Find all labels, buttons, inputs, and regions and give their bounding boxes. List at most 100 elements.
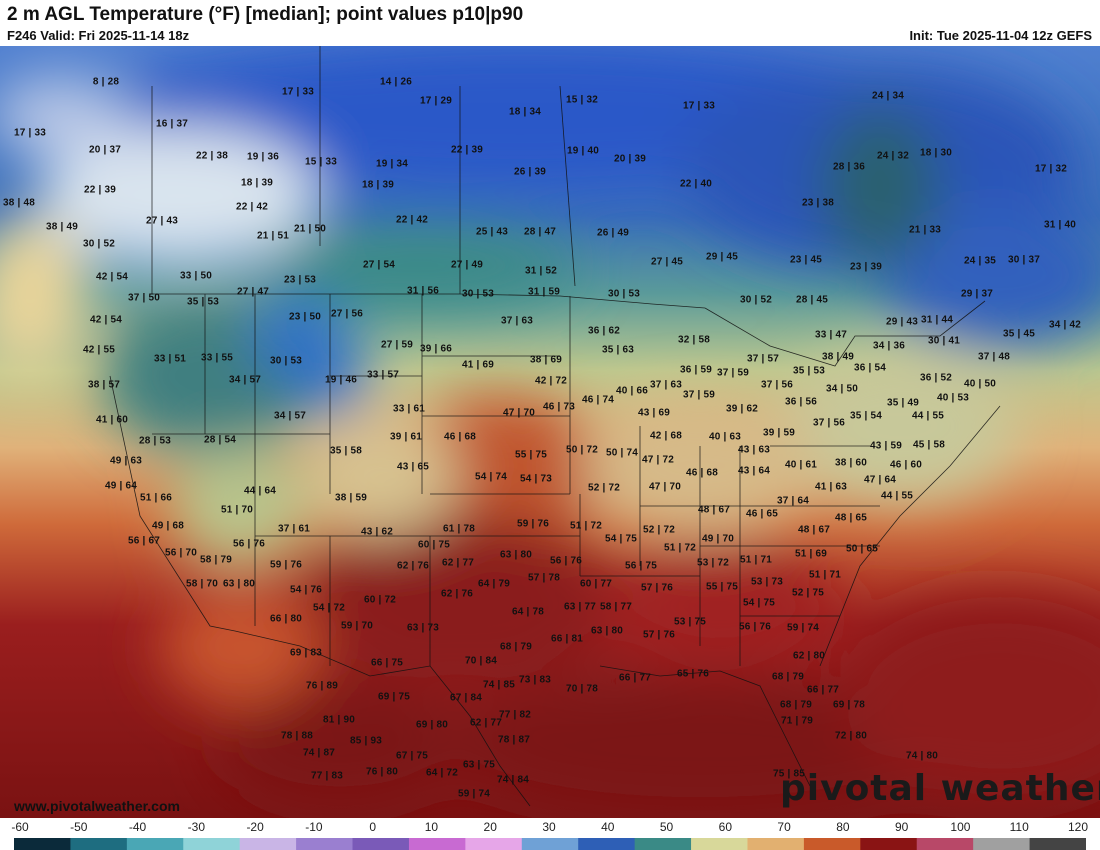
point-value-label: 68 | 79 — [499, 641, 533, 653]
point-value-label: 49 | 68 — [151, 520, 185, 532]
point-value-label: 22 | 40 — [679, 178, 713, 190]
point-value-label: 47 | 70 — [502, 407, 536, 419]
point-value-label: 48 | 65 — [834, 512, 868, 524]
point-value-label: 35 | 63 — [601, 344, 635, 356]
point-value-label: 32 | 58 — [677, 334, 711, 346]
point-value-label: 52 | 72 — [587, 482, 621, 494]
color-scale-segment — [973, 838, 1031, 850]
point-value-label: 63 | 75 — [462, 759, 496, 771]
point-value-label: 33 | 61 — [392, 403, 426, 415]
point-value-label: 70 | 84 — [464, 655, 498, 667]
point-value-label: 65 | 76 — [676, 668, 710, 680]
point-value-label: 29 | 45 — [705, 251, 739, 263]
point-value-label: 37 | 50 — [127, 292, 161, 304]
point-value-label: 63 | 73 — [406, 622, 440, 634]
point-value-label: 23 | 38 — [801, 197, 835, 209]
point-value-label: 17 | 33 — [682, 100, 716, 112]
color-scale-segment — [691, 838, 748, 850]
point-value-label: 28 | 36 — [832, 161, 866, 173]
point-value-label: 30 | 53 — [461, 288, 495, 300]
color-scale-tick: 100 — [950, 820, 971, 834]
point-value-label: 25 | 43 — [475, 226, 509, 238]
color-scale-tick: 70 — [777, 820, 791, 834]
point-value-label: 30 | 52 — [82, 238, 116, 250]
point-value-label: 56 | 70 — [164, 547, 198, 559]
point-value-label: 42 | 55 — [82, 344, 116, 356]
temperature-field — [0, 46, 1100, 818]
color-scale-segment — [578, 838, 636, 850]
point-value-label: 38 | 57 — [87, 379, 121, 391]
point-value-label: 27 | 45 — [650, 256, 684, 268]
point-value-label: 76 | 89 — [305, 680, 339, 692]
point-value-label: 42 | 54 — [89, 314, 123, 326]
point-value-label: 23 | 50 — [288, 311, 322, 323]
point-value-label: 66 | 77 — [618, 672, 652, 684]
point-value-label: 37 | 63 — [500, 315, 534, 327]
point-value-label: 63 | 80 — [222, 578, 256, 590]
point-value-label: 62 | 76 — [440, 588, 474, 600]
point-value-label: 27 | 56 — [330, 308, 364, 320]
point-value-label: 43 | 64 — [737, 465, 771, 477]
point-value-label: 74 | 80 — [905, 750, 939, 762]
point-value-label: 20 | 37 — [88, 144, 122, 156]
point-value-label: 54 | 73 — [519, 473, 553, 485]
point-value-label: 42 | 54 — [95, 271, 129, 283]
point-value-label: 23 | 39 — [849, 261, 883, 273]
point-value-label: 78 | 87 — [497, 734, 531, 746]
point-value-label: 76 | 80 — [365, 766, 399, 778]
color-scale-segment — [126, 838, 184, 850]
point-value-label: 39 | 61 — [389, 431, 423, 443]
point-value-label: 37 | 57 — [746, 353, 780, 365]
point-value-label: 26 | 49 — [596, 227, 630, 239]
point-value-label: 38 | 69 — [529, 354, 563, 366]
point-value-label: 33 | 55 — [200, 352, 234, 364]
point-value-label: 31 | 56 — [406, 285, 440, 297]
point-value-label: 35 | 53 — [186, 296, 220, 308]
point-value-label: 35 | 53 — [792, 365, 826, 377]
point-value-label: 43 | 69 — [637, 407, 671, 419]
point-value-label: 51 | 70 — [220, 504, 254, 516]
point-value-label: 33 | 51 — [153, 353, 187, 365]
point-value-label: 43 | 62 — [360, 526, 394, 538]
point-value-label: 30 | 52 — [739, 294, 773, 306]
point-value-label: 54 | 76 — [289, 584, 323, 596]
point-value-label: 28 | 53 — [138, 435, 172, 447]
point-value-label: 74 | 84 — [496, 774, 530, 786]
point-value-label: 66 | 77 — [806, 684, 840, 696]
point-value-label: 55 | 75 — [705, 581, 739, 593]
point-value-label: 27 | 47 — [236, 286, 270, 298]
color-scale-tick: -20 — [246, 820, 264, 834]
point-value-label: 30 | 53 — [607, 288, 641, 300]
valid-time: F246 Valid: Fri 2025-11-14 18z — [7, 28, 190, 43]
point-value-label: 15 | 33 — [304, 156, 338, 168]
point-value-label: 21 | 51 — [256, 230, 290, 242]
color-scale-tick: -30 — [187, 820, 205, 834]
point-value-label: 63 | 80 — [499, 549, 533, 561]
point-value-label: 44 | 55 — [911, 410, 945, 422]
point-value-label: 17 | 33 — [281, 86, 315, 98]
point-value-label: 57 | 76 — [642, 629, 676, 641]
point-value-label: 41 | 63 — [814, 481, 848, 493]
point-value-label: 51 | 72 — [663, 542, 697, 554]
point-value-label: 19 | 46 — [324, 374, 358, 386]
point-value-label: 54 | 72 — [312, 602, 346, 614]
point-value-label: 19 | 40 — [566, 145, 600, 157]
website-credit: www.pivotalweather.com — [14, 798, 180, 814]
point-value-label: 40 | 61 — [784, 459, 818, 471]
point-value-label: 63 | 77 — [563, 601, 597, 613]
color-scale-bar — [14, 838, 1086, 850]
point-value-label: 38 | 49 — [45, 221, 79, 233]
point-value-label: 31 | 59 — [527, 286, 561, 298]
point-value-label: 46 | 73 — [542, 401, 576, 413]
point-value-label: 56 | 76 — [738, 621, 772, 633]
point-value-label: 35 | 54 — [849, 410, 883, 422]
point-value-label: 74 | 85 — [482, 679, 516, 691]
point-value-label: 59 | 70 — [340, 620, 374, 632]
point-value-label: 45 | 58 — [912, 439, 946, 451]
point-value-label: 31 | 40 — [1043, 219, 1077, 231]
point-value-label: 27 | 54 — [362, 259, 396, 271]
point-value-label: 72 | 80 — [834, 730, 868, 742]
point-value-label: 48 | 67 — [697, 504, 731, 516]
temperature-map[interactable]: 8 | 28 17 | 33 14 | 26 17 | 29 18 | 34 15 | 3… — [0, 46, 1100, 818]
point-value-label: 74 | 87 — [302, 747, 336, 759]
